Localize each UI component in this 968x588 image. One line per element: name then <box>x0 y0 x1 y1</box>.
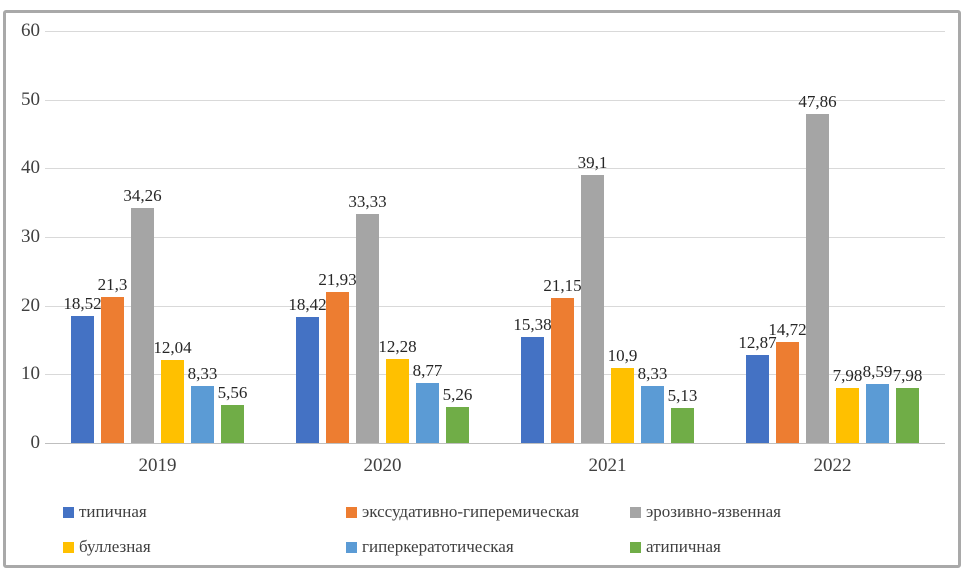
y-axis-tick-label: 20 <box>21 294 40 316</box>
legend-label: гиперкератотическая <box>362 537 514 556</box>
bar-2020-series-4 <box>416 382 439 443</box>
legend-item-2: экссудативно-гиперемическая <box>346 502 580 521</box>
bar-2019-series-1 <box>101 296 124 443</box>
y-axis-tick-label: 10 <box>21 363 40 385</box>
bar-data-label: 21,93 <box>318 270 357 290</box>
bar-2021-series-4 <box>641 385 664 443</box>
bar-data-label: 47,86 <box>798 92 837 112</box>
legend-label: буллезная <box>79 537 151 556</box>
bar-data-label: 39,1 <box>577 152 608 172</box>
legend-item-3: эрозивно-язвенная <box>630 502 781 521</box>
bar-data-label: 10,9 <box>607 346 638 366</box>
bar-data-label: 8,59 <box>862 362 893 381</box>
legend-item-6: атипичная <box>630 537 721 556</box>
y-axis-tick-label: 50 <box>21 88 40 110</box>
y-axis-tick-label: 0 <box>30 432 41 453</box>
chart-frame: 18,52 21,3 34,26 12,04 8,33 5,56 18,42 21,93 33,… <box>3 10 961 568</box>
bar-data-label: 14,72 <box>768 319 807 339</box>
x-axis-category-label: 2022 <box>813 455 852 476</box>
bar-2022-series-2 <box>806 114 829 443</box>
x-axis-line <box>45 443 945 444</box>
bar-2019-series-4 <box>191 385 214 443</box>
bar-data-label: 8,33 <box>187 363 218 383</box>
legend-swatch-icon <box>346 542 357 553</box>
bar-2019-series-3 <box>161 360 184 443</box>
bar-2022-series-0 <box>746 354 769 443</box>
gridline <box>45 237 945 238</box>
legend-swatch-icon <box>63 507 74 518</box>
bar-data-label: 33,33 <box>348 192 387 212</box>
bar-2021-series-2 <box>581 174 604 443</box>
bar-2022-series-1 <box>776 341 799 443</box>
legend-swatch-icon <box>630 542 641 553</box>
bar-data-label: 7,98 <box>832 366 863 386</box>
bar-data-label: 18,42 <box>288 294 327 314</box>
bar-2021-series-3 <box>611 368 634 443</box>
legend-item-5: гиперкератотическая <box>346 537 514 556</box>
legend: типичная экссудативно-гиперемическая эрози… <box>6 13 958 565</box>
gridline <box>45 99 945 101</box>
legend-swatch-icon <box>630 507 641 518</box>
bar-data-label: 5,56 <box>217 382 248 402</box>
bar-2019-series-2 <box>131 207 154 443</box>
bar-data-label: 15,38 <box>513 315 552 335</box>
bar-2019-series-0 <box>71 315 94 443</box>
bar-2022-series-3 <box>836 388 859 443</box>
bar-data-label: 12,28 <box>378 336 417 356</box>
gridline <box>45 31 945 32</box>
bar-data-label: 7,98 <box>892 366 923 386</box>
bar-data-label: 34,26 <box>123 185 162 205</box>
bar-2020-series-3 <box>386 358 409 443</box>
gridline <box>45 374 945 376</box>
legend-label: экссудативно-гиперемическая <box>362 502 580 521</box>
bar-2021-series-5 <box>671 407 694 443</box>
legend-label: атипичная <box>646 537 721 556</box>
y-axis-tick-label: 30 <box>21 226 40 247</box>
legend-swatch-icon <box>346 507 357 518</box>
x-axis-category-label: 2021 <box>588 455 627 476</box>
legend-item-4: буллезная <box>63 537 151 556</box>
plot-area: 18,52 21,3 34,26 12,04 8,33 5,56 18,42 21,93 33,… <box>45 31 945 444</box>
gridline <box>45 168 945 170</box>
bar-2020-series-5 <box>446 406 469 443</box>
bar-data-label: 12,87 <box>738 332 777 352</box>
bar-data-label: 8,77 <box>412 360 443 380</box>
gridline <box>45 305 945 307</box>
x-axis-category-label: 2020 <box>363 455 402 476</box>
bar-2021-series-1 <box>551 297 574 443</box>
bar-data-label: 21,15 <box>543 275 582 295</box>
x-axis-category-label: 2019 <box>138 455 177 476</box>
bar-2020-series-1 <box>326 292 349 443</box>
legend-item-1: типичная <box>63 502 147 521</box>
bar-2019-series-5 <box>221 404 244 443</box>
y-axis-tick-label: 60 <box>21 20 40 41</box>
bar-2022-series-5 <box>896 388 919 443</box>
bar-2021-series-0 <box>521 337 544 443</box>
bar-2020-series-0 <box>296 316 319 443</box>
bar-data-label: 18,52 <box>63 293 102 313</box>
bar-data-label: 21,3 <box>97 274 128 294</box>
legend-swatch-icon <box>63 542 74 553</box>
bar-2022-series-4 <box>866 384 889 443</box>
legend-label: типичная <box>79 502 147 521</box>
bar-data-label: 5,13 <box>667 385 698 405</box>
bar-data-label: 12,04 <box>153 338 192 358</box>
bar-2020-series-2 <box>356 214 379 443</box>
legend-label: эрозивно-язвенная <box>646 502 781 521</box>
bar-data-label: 8,33 <box>637 363 668 383</box>
y-axis-tick-label: 40 <box>21 157 40 179</box>
bar-data-label: 5,26 <box>442 384 473 404</box>
